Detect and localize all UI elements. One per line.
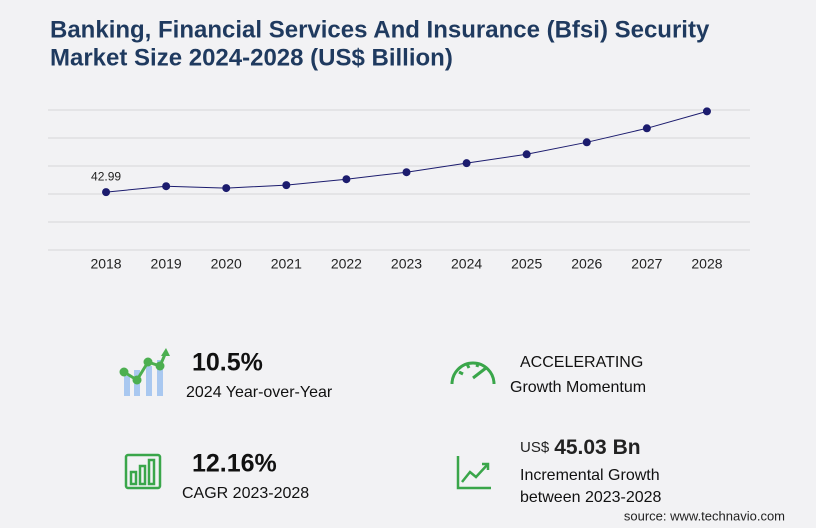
x-tick-label: 2020: [211, 256, 242, 272]
marker: [342, 175, 351, 184]
stat-value: US$ 45.03 Bn: [520, 436, 641, 459]
marker: [702, 107, 711, 116]
bars-icon: [124, 453, 162, 490]
stat-prefix: US$: [520, 439, 550, 456]
x-tick-label: 2018: [90, 256, 121, 272]
stat-value: 12.16%: [192, 450, 277, 478]
chart-title: Market Size 2024-2028 (US$ Billion): [50, 44, 453, 71]
x-tick-label: 2025: [511, 256, 542, 272]
growth-icon: [456, 456, 491, 490]
stat-label: Growth Momentum: [510, 379, 646, 396]
gauge-icon: [450, 361, 496, 385]
marker: [402, 168, 411, 177]
source: source: www.technavio.com: [624, 508, 785, 523]
marker: [522, 150, 531, 159]
x-tick-label: 2023: [391, 256, 422, 272]
marker: [462, 159, 471, 168]
stat-value: 10.5%: [192, 349, 263, 377]
x-tick-label: 2022: [331, 256, 362, 272]
marker: [282, 181, 291, 190]
stat-label: between 2023-2028: [520, 489, 662, 506]
yoy-icon: [119, 348, 170, 396]
chart-title: Banking, Financial Services And Insuranc…: [50, 16, 710, 43]
x-tick-label: 2026: [571, 256, 602, 272]
x-tick-label: 2027: [631, 256, 662, 272]
marker: [162, 182, 171, 191]
stat-number: 45.03 Bn: [554, 436, 640, 459]
stat-label: CAGR 2023-2028: [182, 485, 309, 502]
marker: [642, 124, 651, 133]
stat-value: ACCELERATING: [520, 354, 643, 371]
stat-label: Incremental Growth: [520, 467, 660, 484]
x-tick-label: 2024: [451, 256, 482, 272]
marker: [582, 138, 591, 147]
data-label: 42.99: [91, 169, 121, 183]
marker: [222, 184, 231, 193]
marker: [102, 188, 111, 197]
x-tick-label: 2028: [691, 256, 722, 272]
x-tick-label: 2021: [271, 256, 302, 272]
stat-label: 2024 Year-over-Year: [186, 384, 333, 401]
x-tick-label: 2019: [151, 256, 182, 272]
